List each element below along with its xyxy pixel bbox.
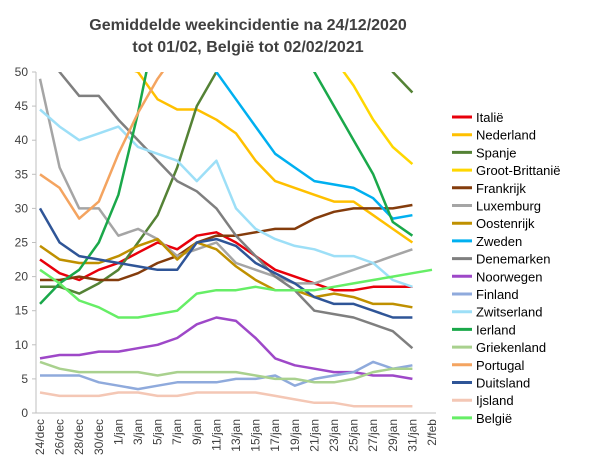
series-line <box>134 72 414 244</box>
y-tick-label: 20 <box>15 270 29 284</box>
legend-label: Groot-Brittanië <box>476 163 561 178</box>
x-tick-label: 24/dec <box>33 419 47 455</box>
y-tick-label: 10 <box>15 338 29 352</box>
x-tick-label: 29/jan <box>386 419 400 452</box>
legend-label: Griekenland <box>476 340 546 355</box>
y-tick-label: 15 <box>15 304 29 318</box>
series-line <box>214 72 413 220</box>
legend-label: Oostenrijk <box>476 216 535 231</box>
legend-label: Zweden <box>476 234 522 249</box>
y-tick-label: 0 <box>21 406 28 420</box>
y-tick-label: 45 <box>15 99 29 113</box>
x-tick-label: 3/jan <box>131 419 145 445</box>
legend-label: Ijsland <box>476 393 514 408</box>
legend-label: Finland <box>476 287 519 302</box>
legend-label: Luxemburg <box>476 199 541 214</box>
x-tick-label: 23/jan <box>327 419 341 452</box>
series-line <box>38 207 413 319</box>
x-tick-label: 31/jan <box>405 419 419 452</box>
x-tick-label: 5/jan <box>151 419 165 445</box>
legend-label: Frankrijk <box>476 181 526 196</box>
series-line <box>39 237 413 309</box>
y-tick-label: 30 <box>15 201 29 215</box>
series-line <box>40 360 413 391</box>
x-tick-label: 27/jan <box>366 419 380 452</box>
x-tick-label: 26/dec <box>53 419 67 455</box>
legend-label: Denemarken <box>476 252 550 267</box>
series-line <box>39 108 413 288</box>
x-tick-label: 15/jan <box>249 419 263 452</box>
x-tick-label: 25/jan <box>347 419 361 452</box>
x-tick-label: 9/jan <box>190 419 204 445</box>
y-tick-label: 50 <box>15 65 29 79</box>
x-tick-label: 21/jan <box>307 419 321 452</box>
series-line <box>39 231 413 292</box>
y-tick-label: 40 <box>15 133 29 147</box>
x-tick-label: 13/jan <box>229 419 243 452</box>
legend-label: België <box>476 411 512 426</box>
x-tick-label: 30/dec <box>92 419 106 455</box>
x-tick-label: 1/jan <box>111 419 125 445</box>
series-line <box>39 72 414 305</box>
x-tick-label: 17/jan <box>268 419 282 452</box>
y-tick-label: 35 <box>15 167 29 181</box>
legend-label: Noorwegen <box>476 269 543 284</box>
legend-label: Zwitserland <box>476 305 542 320</box>
chart-title: Gemiddelde weekincidentie na 24/12/2020 <box>89 17 407 34</box>
x-tick-label: 7/jan <box>170 419 184 445</box>
series-line <box>342 72 414 166</box>
legend-label: Nederland <box>476 128 536 143</box>
y-tick-label: 5 <box>21 372 28 386</box>
series-line <box>58 72 414 350</box>
series-line <box>39 360 413 384</box>
series-line <box>39 391 413 408</box>
legend-label: Duitsland <box>476 376 530 391</box>
x-tick-label: 11/jan <box>209 419 223 451</box>
x-tick-label: 2/feb <box>425 419 439 446</box>
series-line <box>39 268 433 319</box>
y-tick-label: 25 <box>15 236 29 250</box>
legend-label: Portugal <box>476 358 525 373</box>
series-line <box>38 78 413 285</box>
x-tick-label: 28/dec <box>72 419 86 455</box>
legend-label: Italië <box>476 110 503 125</box>
x-tick-label: 19/jan <box>288 419 302 452</box>
plot-area <box>38 72 433 408</box>
series-line <box>39 72 165 220</box>
chart-subtitle: tot 01/02, België tot 02/02/2021 <box>132 39 363 56</box>
legend-label: Ierland <box>476 322 516 337</box>
series-line <box>40 203 413 282</box>
legend-label: Spanje <box>476 145 516 160</box>
